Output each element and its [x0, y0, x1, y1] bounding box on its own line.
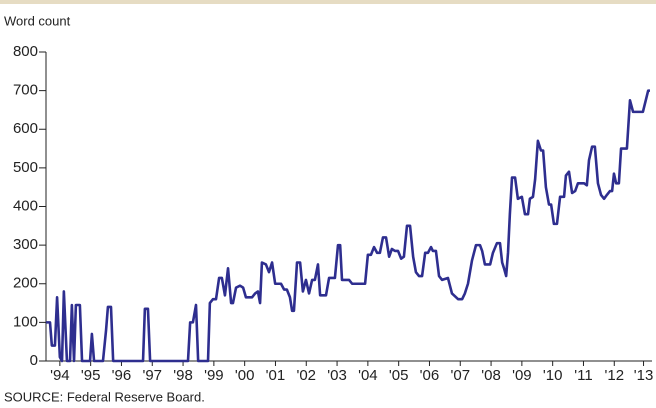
- x-tick-label: '08: [481, 367, 501, 384]
- y-tick-label: 700: [13, 82, 38, 99]
- x-tick-label: '99: [204, 367, 224, 384]
- y-axis-label: Word count: [4, 13, 71, 28]
- y-tick-label: 800: [13, 43, 38, 60]
- x-tick-label: '02: [296, 367, 316, 384]
- x-tick-label: '13: [634, 367, 654, 384]
- source-note: SOURCE: Federal Reserve Board.: [4, 389, 205, 404]
- data-line: [46, 89, 650, 363]
- x-tick-label: '97: [142, 367, 162, 384]
- x-tick-label: '00: [235, 367, 255, 384]
- x-tick-label: '06: [420, 367, 440, 384]
- x-tick-label: '95: [81, 367, 101, 384]
- x-tick-label: '96: [112, 367, 132, 384]
- y-tick-label: 300: [13, 236, 38, 253]
- y-tick-label: 400: [13, 197, 38, 214]
- x-tick-label: '11: [574, 367, 592, 384]
- y-tick-label: 0: [30, 352, 38, 369]
- x-tick-label: '05: [389, 367, 409, 384]
- x-tick-label: '03: [327, 367, 347, 384]
- x-tick-label: '01: [266, 367, 286, 384]
- x-tick-label: '09: [512, 367, 532, 384]
- y-tick-label: 100: [13, 313, 38, 330]
- y-tick-label: 500: [13, 159, 38, 176]
- top-band: [0, 0, 656, 4]
- x-tick-label: '94: [50, 367, 70, 384]
- y-tick-label: 200: [13, 275, 38, 292]
- x-tick-label: '12: [604, 367, 624, 384]
- x-tick-label: '04: [358, 367, 378, 384]
- x-tick-label: '10: [543, 367, 563, 384]
- x-tick-label: '98: [173, 367, 193, 384]
- x-tick-label: '07: [450, 367, 470, 384]
- y-tick-label: 600: [13, 120, 38, 137]
